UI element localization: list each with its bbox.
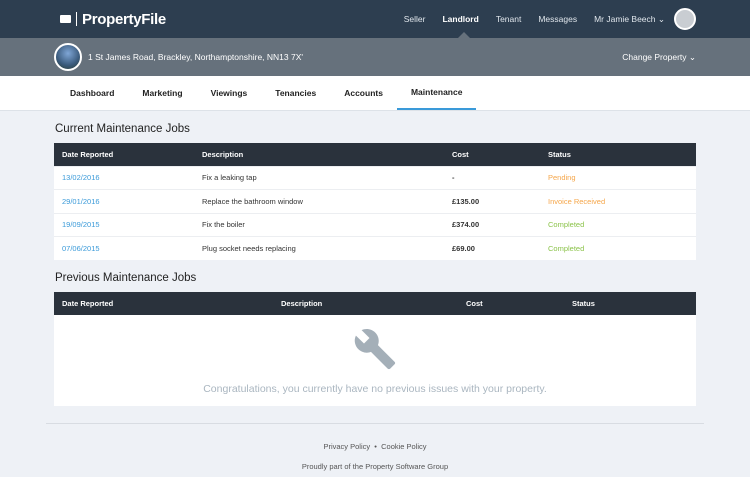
status: Pending [540, 165, 696, 190]
nav-messages[interactable]: Messages [538, 14, 578, 24]
tab-accounts[interactable]: Accounts [344, 88, 383, 98]
cost: £69.00 [444, 236, 540, 260]
footer: Privacy Policy • Cookie Policy Proudly p… [0, 437, 750, 477]
nav-tenant[interactable]: Tenant [495, 14, 522, 24]
col-date: Date Reported [54, 143, 194, 166]
brand-name: PropertyFile [82, 10, 166, 28]
user-menu[interactable]: Mr Jamie Beech ⌄ [594, 13, 665, 24]
col-description: Description [194, 143, 444, 166]
empty-state: Congratulations, you currently have no p… [54, 315, 696, 406]
date-link[interactable]: 13/02/2016 [54, 165, 194, 190]
status: Completed [540, 236, 696, 260]
cost: £374.00 [444, 212, 540, 237]
tab-marketing[interactable]: Marketing [142, 88, 183, 98]
description: Plug socket needs replacing [194, 236, 444, 260]
table-row[interactable]: 29/01/2016 Replace the bathroom window £13… [54, 189, 696, 213]
tab-tenancies[interactable]: Tenancies [275, 88, 317, 98]
nav-landlord[interactable]: Landlord [442, 14, 479, 24]
date-link[interactable]: 07/06/2015 [54, 236, 194, 260]
top-bar: PropertyFile Seller Landlord Tenant Mess… [0, 0, 750, 38]
cookie-policy-link[interactable]: Cookie Policy [381, 442, 427, 451]
col-cost: Cost [458, 292, 564, 315]
description: Replace the bathroom window [194, 189, 444, 213]
cost: £135.00 [444, 189, 540, 213]
previous-jobs-table: Date Reported Description Cost Status [54, 292, 696, 315]
wrench-icon [354, 329, 396, 370]
privacy-policy-link[interactable]: Privacy Policy [323, 442, 371, 451]
active-indicator [458, 32, 470, 38]
property-image [54, 43, 82, 71]
col-date: Date Reported [54, 292, 273, 315]
property-address: 1 St James Road, Brackley, Northamptonsh… [88, 52, 304, 62]
col-status: Status [540, 143, 696, 166]
current-jobs-title: Current Maintenance Jobs [55, 123, 190, 135]
description: Fix a leaking tap [194, 165, 444, 190]
footer-tagline: Proudly part of the Property Software Gr… [301, 462, 449, 471]
date-link[interactable]: 19/09/2015 [54, 212, 194, 237]
separator: • [374, 442, 377, 451]
status: Invoice Received [540, 189, 696, 213]
date-link[interactable]: 29/01/2016 [54, 189, 194, 213]
current-jobs-table: Date Reported Description Cost Status 13/02… [54, 143, 696, 260]
tab-maintenance[interactable]: Maintenance [396, 76, 477, 110]
change-property-dropdown[interactable]: Change Property ⌄ [622, 51, 696, 62]
footer-divider [46, 423, 704, 424]
status: Completed [540, 212, 696, 237]
nav-seller[interactable]: Seller [403, 14, 426, 24]
table-row[interactable]: 07/06/2015 Plug socket needs replacing £69… [54, 236, 696, 260]
folder-icon [60, 15, 71, 23]
col-description: Description [273, 292, 458, 315]
tab-bar: Dashboard Marketing Viewings Tenancies A… [0, 76, 750, 111]
description: Fix the boiler [194, 212, 444, 237]
cost: - [444, 165, 540, 190]
previous-jobs-title: Previous Maintenance Jobs [55, 272, 197, 284]
col-status: Status [564, 292, 696, 315]
tab-dashboard[interactable]: Dashboard [70, 88, 115, 98]
empty-message: Congratulations, you currently have no p… [203, 383, 547, 395]
col-cost: Cost [444, 143, 540, 166]
tab-viewings[interactable]: Viewings [210, 88, 248, 98]
avatar[interactable] [674, 8, 696, 30]
logo[interactable]: PropertyFile [60, 11, 166, 28]
table-row[interactable]: 19/09/2015 Fix the boiler £374.00 Completed [54, 212, 696, 237]
table-row[interactable]: 13/02/2016 Fix a leaking tap - Pending [54, 165, 696, 190]
property-bar: 1 St James Road, Brackley, Northamptonsh… [0, 38, 750, 76]
